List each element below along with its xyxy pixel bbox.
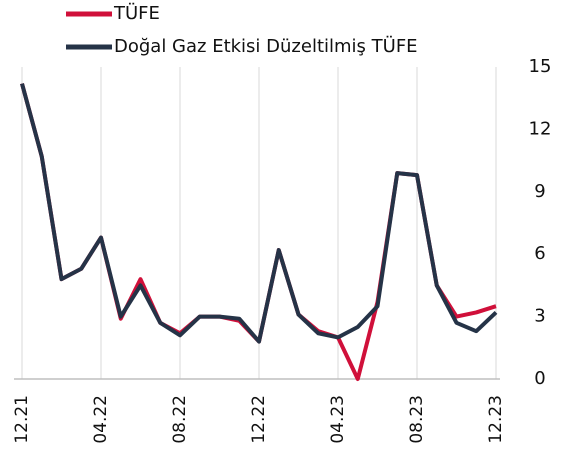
- x-tick-label: 12.22: [249, 395, 269, 444]
- y-tick-label: 12: [529, 118, 552, 139]
- x-tick-label: 12.21: [12, 395, 32, 444]
- series-line: [20, 83, 498, 344]
- x-tick-label: 04.23: [328, 395, 348, 444]
- x-tick-label: 04.22: [91, 395, 111, 444]
- y-tick-label: 9: [534, 181, 545, 202]
- legend-label: Doğal Gaz Etkisi Düzeltilmiş TÜFE: [114, 35, 418, 57]
- x-tick-label: 08.22: [170, 395, 190, 444]
- x-tick-label: 08.23: [407, 395, 427, 444]
- y-tick-label: 3: [534, 306, 545, 327]
- y-tick-label: 0: [534, 368, 545, 389]
- y-tick-label: 6: [534, 243, 545, 264]
- y-tick-label: 15: [529, 56, 552, 77]
- x-tick-label: 12.23: [486, 395, 506, 444]
- legend-label: TÜFE: [113, 2, 160, 24]
